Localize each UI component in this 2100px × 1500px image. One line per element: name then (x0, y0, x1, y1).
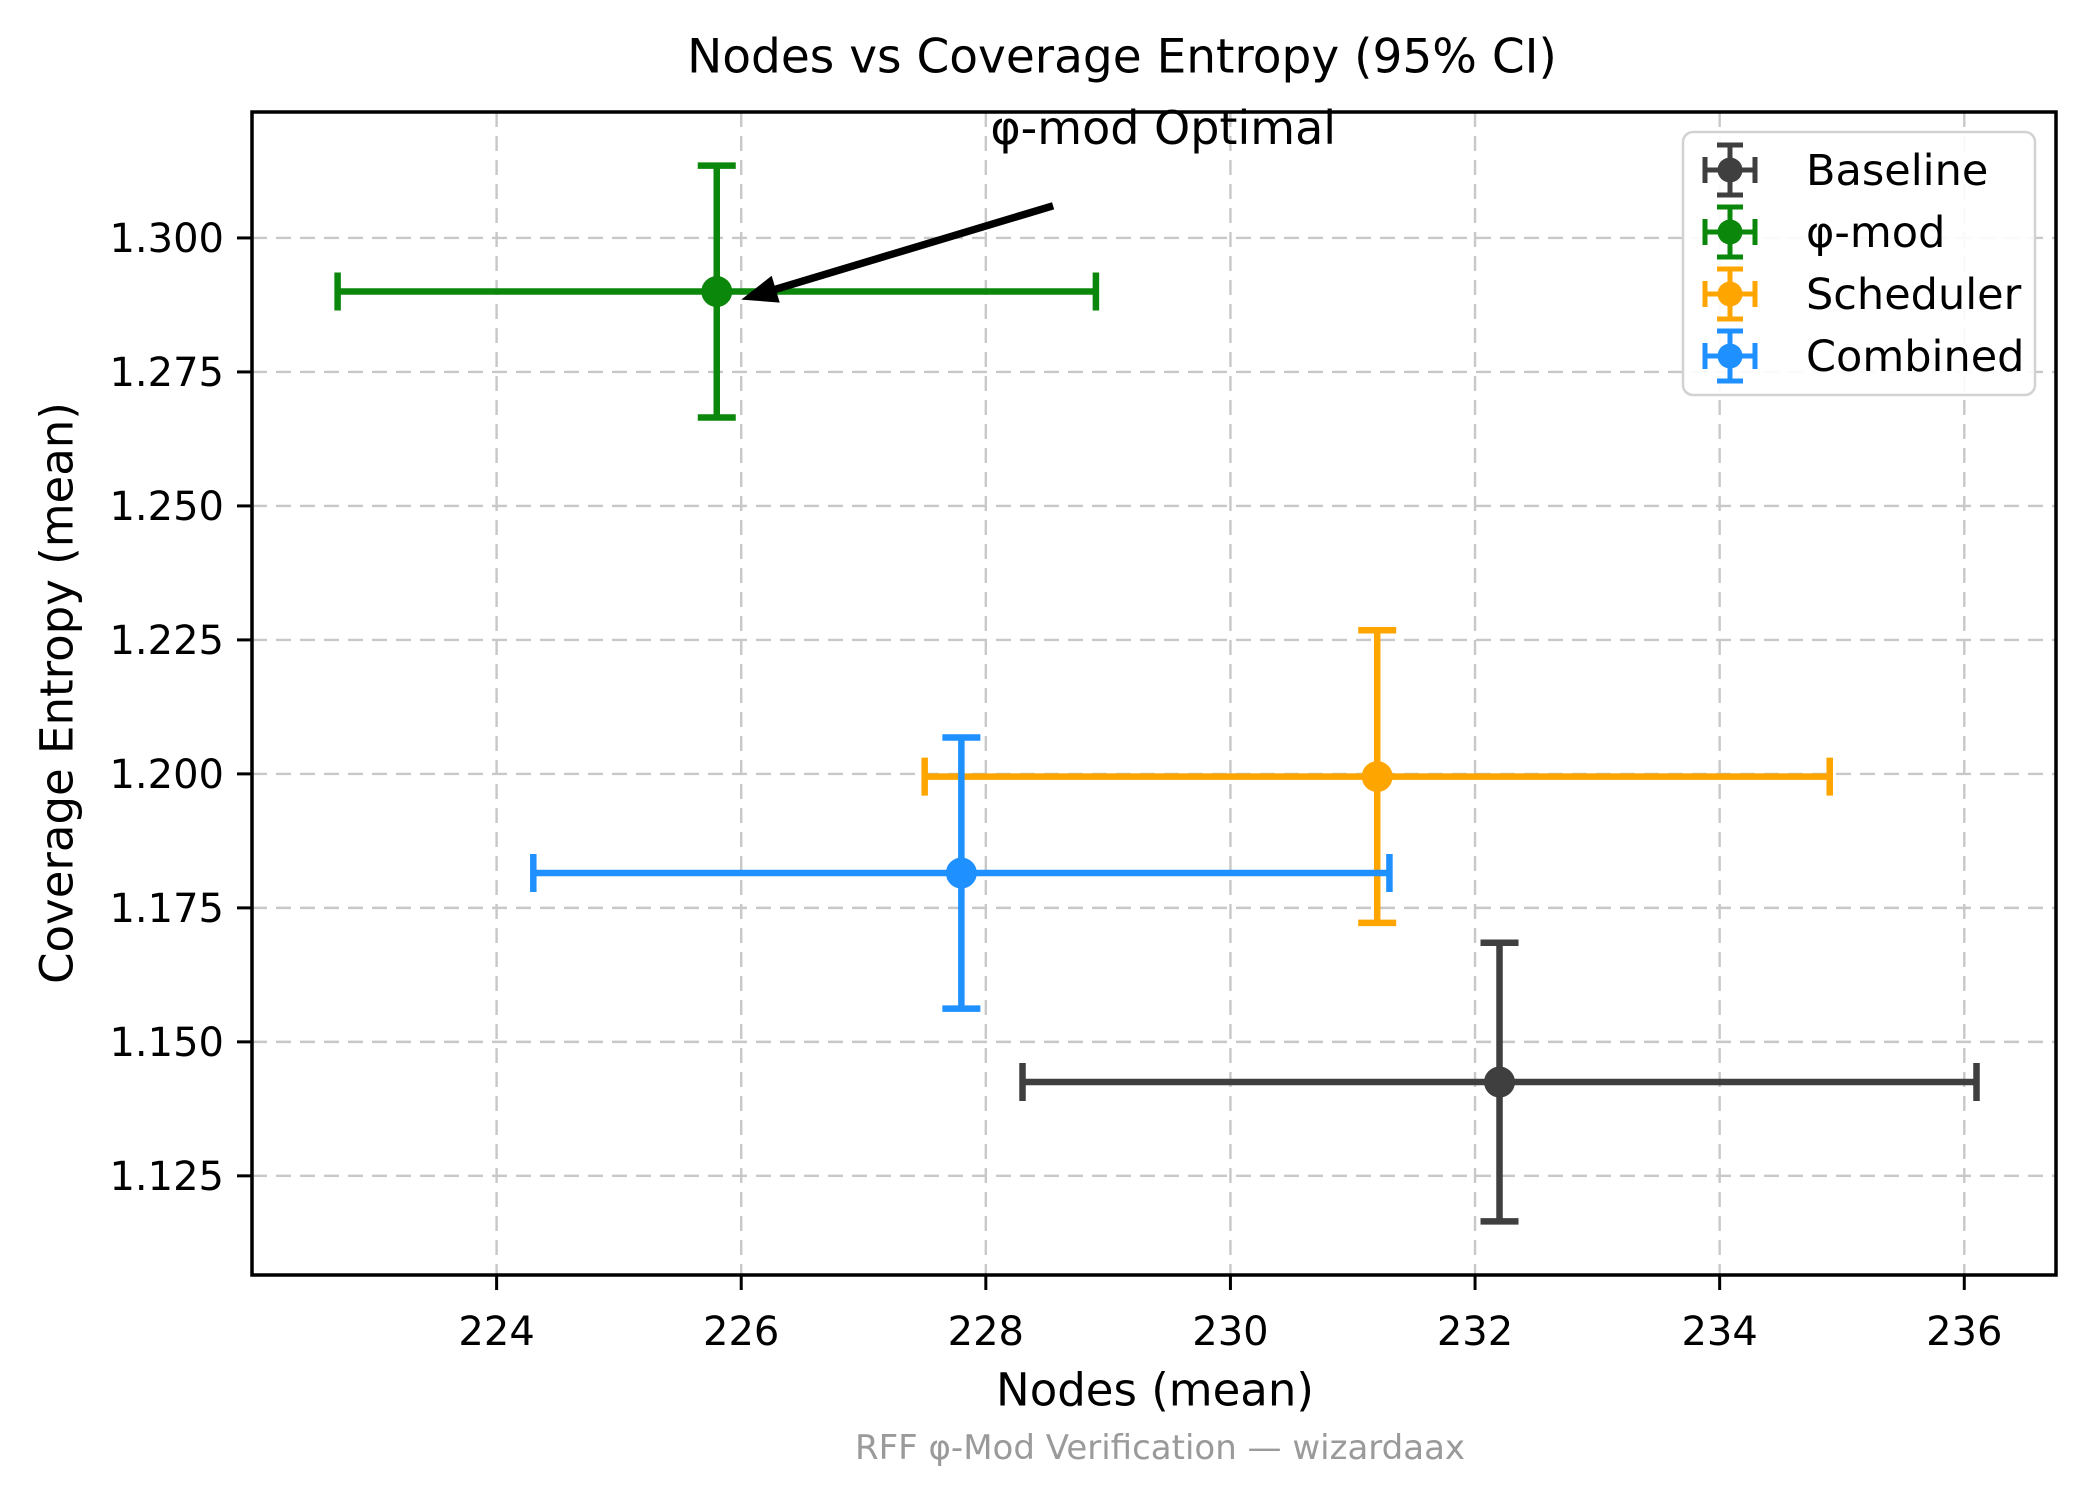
data-point (1484, 1066, 1516, 1098)
legend-marker-dot (1717, 219, 1743, 245)
x-tick-label: 230 (1192, 1309, 1268, 1355)
y-tick-label: 1.250 (109, 484, 224, 530)
y-tick-label: 1.125 (109, 1154, 224, 1200)
series-baseline (1019, 939, 1980, 1225)
data-point (945, 857, 977, 889)
y-tick-label: 1.275 (109, 350, 224, 396)
legend-marker-dot (1717, 343, 1743, 369)
series-scheduler (921, 627, 1833, 927)
x-tick-label: 228 (948, 1309, 1024, 1355)
footer-caption: RFF φ-Mod Verification — wizardaax (854, 1428, 1466, 1468)
x-tick-label: 234 (1681, 1309, 1757, 1355)
y-tick-label: 1.300 (109, 216, 224, 262)
x-tick-label: 236 (1926, 1309, 2002, 1355)
legend-label: φ-mod (1806, 208, 1945, 258)
legend-label: Baseline (1806, 146, 1988, 196)
x-tick-label: 226 (703, 1309, 779, 1355)
legend-label: Combined (1806, 332, 2024, 382)
series--mod (334, 162, 1100, 421)
annotation-arrow (770, 202, 1055, 294)
x-tick-label: 232 (1437, 1309, 1513, 1355)
y-tick-label: 1.150 (109, 1020, 224, 1066)
axes-spines (250, 110, 2058, 1277)
annotation-arrowhead (741, 275, 780, 303)
data-point (701, 276, 733, 308)
y-axis-label: Coverage Entropy (mean) (30, 402, 84, 984)
annotation-label: φ-mod Optimal (990, 101, 1337, 156)
legend-marker-dot (1717, 157, 1743, 183)
chart-title: Nodes vs Coverage Entropy (95% CI) (687, 29, 1557, 85)
data-point (1361, 761, 1393, 793)
x-axis-label: Nodes (mean) (996, 1363, 1314, 1417)
series-combined (530, 734, 1393, 1012)
y-tick-label: 1.175 (109, 886, 224, 932)
legend-box (1681, 130, 2037, 397)
legend-label: Scheduler (1806, 270, 2022, 320)
x-tick-label: 224 (458, 1309, 534, 1355)
y-tick-label: 1.200 (109, 752, 224, 798)
legend-marker-dot (1717, 281, 1743, 307)
y-tick-label: 1.225 (109, 618, 224, 664)
